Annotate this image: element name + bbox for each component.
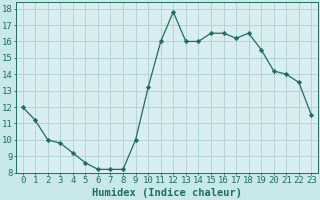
X-axis label: Humidex (Indice chaleur): Humidex (Indice chaleur) — [92, 188, 242, 198]
